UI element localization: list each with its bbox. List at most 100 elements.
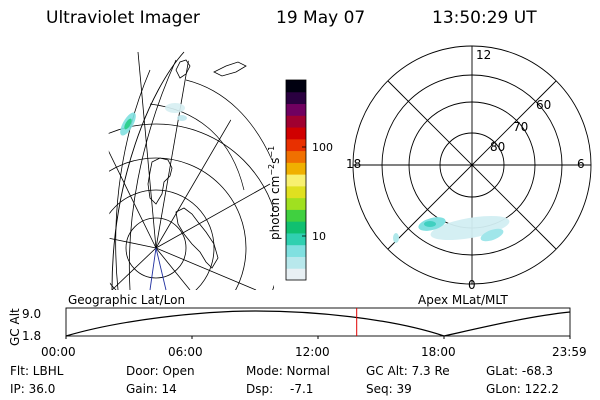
color-bar-segment	[286, 80, 306, 93]
geo-lon-line	[155, 183, 271, 249]
timeline-xtick-label: 06:00	[168, 345, 203, 359]
polar-lat-ring-70	[408, 101, 536, 229]
aurora-emission	[120, 112, 136, 136]
geo-coordinate-label: Geographic Lat/Lon	[68, 293, 185, 307]
timeline-ylabel: GC Alt	[8, 308, 22, 346]
glon-info: GLon: 122.2	[486, 382, 559, 396]
geo-lon-curve	[115, 69, 151, 290]
mlt-label-0: 0	[468, 278, 476, 292]
geo-lon-line	[155, 247, 257, 290]
gc-alt-info: GC Alt: 7.3 Re	[366, 364, 450, 378]
aurora-emission	[430, 215, 510, 241]
color-bar-segment	[286, 162, 306, 175]
geo-lon-line	[155, 247, 191, 290]
ip-info: IP: 36.0	[10, 382, 56, 396]
apex-coordinate-label: Apex MLat/MLT	[418, 293, 508, 307]
aurora-emission	[424, 221, 436, 227]
timeline-ytick-label: 9.0	[22, 307, 41, 321]
color-bar-segment	[286, 256, 306, 269]
door-info: Door: Open	[126, 364, 195, 378]
geo-lat-ring	[108, 189, 215, 290]
instrument-title: Ultraviolet Imager	[46, 8, 200, 28]
color-bar-label-sup: −1	[267, 146, 276, 158]
color-bar-label-sup: −2	[267, 164, 276, 176]
timeline-xtick-label: 18:00	[421, 345, 456, 359]
timeline-xtick-label: 00:00	[41, 345, 76, 359]
geo-coastlines	[147, 59, 247, 269]
polar-lat-ring-80	[439, 132, 505, 198]
polar-outer-ring	[352, 45, 592, 285]
mlat-label-70: 70	[513, 120, 528, 134]
color-bar-segment	[286, 127, 306, 140]
mlat-label-80: 80	[490, 140, 505, 154]
filter-info: Flt: LBHL	[10, 364, 64, 378]
timeline-xtick-label: 12:00	[295, 345, 330, 359]
color-bar-segment	[286, 174, 306, 187]
color-bar-segment	[286, 115, 306, 128]
geo-coastline	[175, 59, 191, 79]
geo-lon-line	[108, 237, 157, 249]
polar-lat-ring-60	[381, 74, 563, 256]
color-bar-segment	[286, 232, 306, 246]
mlt-label-18: 18	[346, 157, 361, 171]
color-bar-segment	[286, 197, 306, 210]
aurora-emission	[177, 115, 187, 121]
color-bar-segment	[286, 91, 306, 105]
color-bar-frame	[285, 79, 307, 281]
polar-mlt-line	[387, 80, 557, 250]
orbit-track	[149, 247, 157, 291]
color-bar-segment	[286, 244, 306, 257]
aurora-emission	[124, 118, 132, 130]
aurora-emission	[418, 217, 446, 231]
time-label: 13:50:29 UT	[432, 8, 537, 28]
geo-map-boundary	[185, 79, 273, 161]
mode-info: Mode: Normal	[246, 364, 330, 378]
aurora-emission	[393, 233, 399, 243]
timeline-ytick-label: 1.8	[22, 329, 41, 343]
geo-lon-line	[155, 52, 191, 249]
timeline-xtick-label: 23:59	[552, 345, 587, 359]
glat-info: GLat: -68.3	[486, 364, 553, 378]
geo-lon-line	[155, 69, 261, 249]
date-label: 19 May 07	[276, 8, 366, 28]
geo-coastline	[213, 61, 247, 77]
altitude-curve	[65, 310, 571, 337]
aurora-emission	[480, 228, 504, 242]
polar-mlt-line	[387, 80, 557, 250]
dsp-info-value: -7.1	[290, 382, 314, 396]
mlt-label-6: 6	[577, 157, 585, 171]
gain-info: Gain: 14	[126, 382, 177, 396]
geo-map-boundary	[111, 51, 185, 291]
geo-lon-line	[108, 149, 157, 249]
color-bar-segment	[286, 150, 306, 163]
geo-coastline	[147, 157, 173, 205]
color-bar-label: photon cm−2s−1	[267, 146, 282, 240]
dsp-info-label: Dsp:	[246, 382, 274, 396]
seq-info: Seq: 39	[366, 382, 412, 396]
aurora-emission	[165, 103, 185, 113]
color-bar-segment	[286, 185, 306, 199]
geo-lon-curve	[128, 59, 177, 290]
color-bar-label-mid: s	[268, 158, 282, 164]
timeline-frame	[65, 307, 571, 337]
geo-lat-ring	[108, 157, 247, 290]
geo-coastline	[175, 207, 219, 269]
geo-lat-ring	[108, 123, 274, 290]
color-bar-tick-label: 10	[312, 230, 326, 243]
geo-lat-ring	[125, 217, 187, 279]
color-bar-segment	[286, 209, 306, 222]
color-bar-segment	[286, 103, 306, 116]
geo-map-boundary	[149, 103, 245, 191]
orbit-track	[155, 247, 167, 291]
mlat-label-60: 60	[536, 98, 551, 112]
mlt-label-12: 12	[476, 48, 491, 62]
geo-lon-line	[111, 247, 157, 290]
geo-lon-line	[137, 52, 157, 249]
color-bar-segment	[286, 221, 306, 234]
color-bar-segment	[286, 268, 306, 281]
color-bar-label-main: photon cm	[268, 176, 282, 240]
